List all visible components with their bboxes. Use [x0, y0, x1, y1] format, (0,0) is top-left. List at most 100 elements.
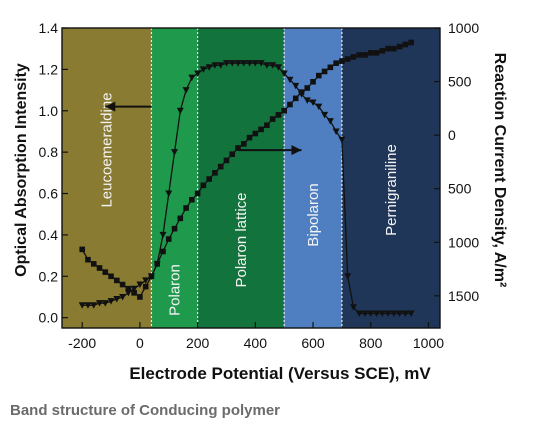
data-point — [137, 294, 143, 300]
data-point — [246, 60, 254, 67]
data-point — [211, 62, 219, 69]
data-point — [316, 72, 322, 79]
data-point — [235, 145, 241, 151]
data-point — [304, 85, 311, 91]
data-point — [373, 310, 381, 318]
x-axis-label: Electrode Potential (Versus SCE), mV — [129, 364, 431, 383]
data-point — [212, 170, 218, 176]
y-tick-label: 1.2 — [39, 61, 59, 77]
data-point — [119, 281, 126, 288]
y-tick-label: 1.4 — [39, 20, 59, 36]
data-point — [206, 176, 212, 182]
data-point — [327, 64, 334, 71]
data-point — [194, 190, 201, 197]
data-point — [344, 273, 352, 280]
data-point — [229, 151, 236, 158]
data-point — [165, 190, 173, 198]
data-point — [315, 103, 323, 111]
data-point — [269, 62, 277, 69]
data-point — [107, 298, 115, 305]
data-point — [205, 64, 213, 71]
data-point — [321, 111, 329, 119]
right-tick-label: 500 — [448, 74, 472, 90]
data-point — [182, 87, 190, 94]
data-point — [292, 82, 300, 90]
data-point — [240, 60, 248, 67]
data-point — [349, 304, 357, 311]
region-label: Leucoemeraldine — [99, 92, 116, 207]
data-point — [217, 62, 225, 69]
x-tick-label: -200 — [68, 335, 96, 351]
y-tick-label: 0.8 — [39, 144, 59, 160]
x-tick-label: 600 — [301, 335, 325, 351]
region-label: Pernigraniline — [383, 144, 400, 236]
data-point — [240, 141, 247, 147]
data-point — [84, 302, 92, 309]
data-point — [108, 273, 114, 280]
data-point — [407, 310, 415, 318]
data-point — [355, 310, 363, 318]
data-point — [390, 310, 398, 318]
data-point — [183, 205, 189, 211]
data-point — [131, 290, 137, 296]
data-point — [90, 302, 98, 309]
data-point — [297, 91, 305, 98]
data-point — [246, 134, 253, 141]
data-point — [263, 62, 271, 69]
data-point — [321, 68, 328, 75]
data-point — [257, 60, 265, 67]
figure-caption: Band structure of Conducing polymer — [10, 402, 281, 419]
data-point — [264, 122, 270, 129]
data-point — [114, 277, 120, 284]
data-point — [292, 95, 299, 102]
data-point — [102, 269, 109, 275]
data-point — [79, 246, 85, 253]
data-point — [269, 116, 276, 122]
data-point — [350, 54, 357, 60]
data-point — [159, 231, 167, 239]
y-tick-label: 0.2 — [39, 268, 59, 284]
data-point — [333, 60, 339, 66]
data-point — [344, 56, 351, 62]
data-point — [160, 248, 166, 255]
arrow-head — [291, 145, 302, 156]
data-point — [177, 215, 184, 222]
data-point — [281, 107, 287, 114]
data-point — [258, 126, 264, 133]
data-point — [373, 50, 380, 56]
data-point — [176, 107, 184, 115]
data-point — [188, 74, 196, 82]
data-point — [223, 157, 230, 164]
data-point — [396, 43, 403, 50]
data-point — [274, 64, 282, 71]
data-point — [332, 128, 340, 135]
data-point — [280, 70, 288, 78]
data-point — [101, 300, 109, 307]
data-point — [136, 281, 144, 289]
series-line — [81, 41, 412, 298]
data-point — [384, 310, 392, 318]
region-label: Polaron lattice — [233, 192, 250, 287]
y-axis-label-right: Reaction Current Density, A/m² — [491, 53, 508, 288]
data-point — [338, 136, 346, 144]
x-tick-label: 800 — [359, 335, 383, 351]
data-point — [326, 118, 334, 125]
data-point — [125, 285, 132, 292]
region-label: Bipolaron — [305, 183, 322, 246]
data-point — [309, 99, 317, 106]
data-point — [217, 163, 224, 170]
y-tick-label: 0.6 — [39, 186, 59, 202]
data-point — [396, 310, 404, 318]
x-tick-label: 0 — [136, 335, 144, 351]
data-point — [113, 296, 121, 303]
y-axis-label-left: Optical Absorption Intensity — [13, 63, 30, 277]
data-point — [200, 182, 207, 189]
data-point — [130, 285, 138, 293]
data-point — [362, 52, 368, 58]
data-point — [361, 310, 369, 318]
data-point — [310, 78, 316, 85]
data-point — [367, 50, 374, 56]
data-point — [165, 236, 172, 242]
data-point — [385, 45, 391, 52]
data-point — [124, 289, 132, 297]
